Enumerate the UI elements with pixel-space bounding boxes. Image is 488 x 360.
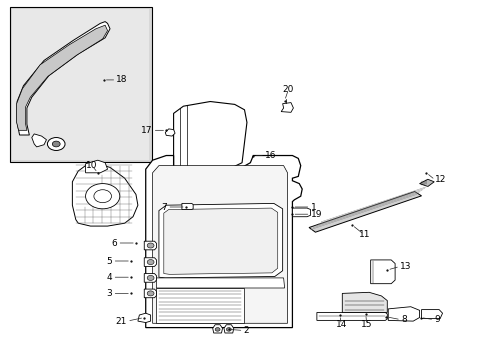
Polygon shape [85,160,107,173]
Polygon shape [173,167,244,178]
Polygon shape [165,129,175,136]
Polygon shape [182,203,193,210]
Polygon shape [156,278,284,288]
Text: 16: 16 [264,151,276,160]
Circle shape [47,138,65,150]
Circle shape [147,260,154,265]
Bar [10,7,151,162]
Polygon shape [370,260,394,284]
Text: 6: 6 [111,238,117,248]
Polygon shape [17,25,107,130]
Text: 21: 21 [116,317,127,325]
Circle shape [85,184,120,209]
Text: 1: 1 [310,202,316,211]
Polygon shape [292,208,310,217]
Polygon shape [155,288,244,323]
Polygon shape [144,241,156,250]
Polygon shape [224,325,233,333]
Text: 11: 11 [358,230,369,239]
Text: 20: 20 [282,85,294,94]
Polygon shape [308,192,421,232]
Polygon shape [316,312,386,320]
Polygon shape [32,134,46,147]
Circle shape [94,190,111,203]
Circle shape [147,275,154,280]
Text: 14: 14 [335,320,346,329]
Circle shape [215,328,220,331]
Polygon shape [159,203,282,278]
Circle shape [147,291,154,296]
Polygon shape [387,307,419,321]
Polygon shape [152,166,287,323]
Polygon shape [419,179,433,186]
Polygon shape [212,325,222,333]
Circle shape [52,141,60,147]
Text: 8: 8 [400,315,406,324]
Circle shape [147,243,154,248]
Bar [12,9,149,160]
Circle shape [226,328,231,331]
Polygon shape [281,103,293,112]
Polygon shape [72,164,138,226]
Text: 17: 17 [141,126,152,135]
Text: 9: 9 [433,315,439,324]
Text: 2: 2 [243,326,249,335]
Text: 5: 5 [106,256,112,265]
Polygon shape [144,274,156,282]
Text: 13: 13 [399,262,411,271]
Polygon shape [144,289,156,298]
Polygon shape [163,208,277,274]
Polygon shape [145,156,302,328]
Polygon shape [421,310,442,319]
Polygon shape [144,258,156,266]
Text: 15: 15 [360,320,372,329]
Polygon shape [138,313,150,323]
Text: 19: 19 [310,210,322,219]
Text: 18: 18 [116,76,128,85]
Polygon shape [17,22,110,135]
Polygon shape [173,102,246,167]
Text: 10: 10 [86,161,98,170]
Text: 12: 12 [434,175,446,184]
Polygon shape [342,292,386,312]
Text: 3: 3 [106,289,112,298]
Text: 7: 7 [161,202,167,211]
Text: 4: 4 [106,273,112,282]
